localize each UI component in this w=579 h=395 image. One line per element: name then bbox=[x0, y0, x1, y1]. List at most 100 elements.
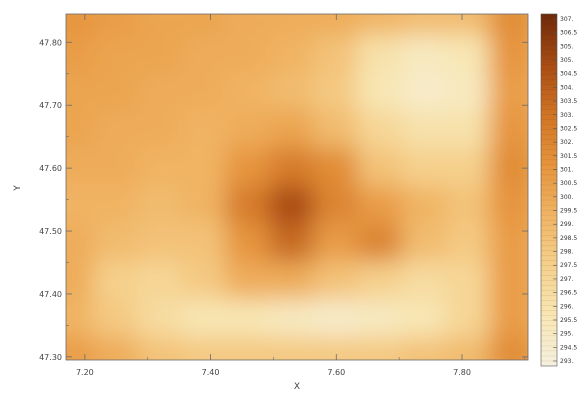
heatmap-cell bbox=[269, 14, 316, 38]
heatmap-cell bbox=[269, 337, 316, 360]
colorbar-label: 306.5 bbox=[560, 30, 577, 37]
heatmap-cell bbox=[445, 72, 492, 113]
heatmap-cell bbox=[225, 148, 272, 188]
x-axis: 7.20 7.40 7.60 7.80 bbox=[76, 14, 526, 377]
colorbar-label: 307. bbox=[560, 16, 573, 23]
colorbar-label: 296.5 bbox=[560, 290, 577, 297]
heatmap-cell bbox=[401, 35, 448, 75]
heatmap-cell bbox=[137, 35, 184, 75]
heatmap-cell bbox=[225, 14, 272, 38]
heatmap-cell bbox=[313, 337, 360, 360]
heatmap-cell bbox=[357, 110, 404, 151]
heatmap-cell bbox=[357, 223, 404, 264]
heatmap-cell bbox=[66, 223, 96, 264]
heatmap-cells bbox=[66, 14, 528, 360]
heatmap-cell bbox=[313, 110, 360, 151]
heatmap-cell bbox=[181, 110, 228, 151]
heatmap-cell bbox=[357, 14, 404, 38]
heatmap-cell bbox=[225, 223, 272, 264]
heatmap-cell bbox=[489, 299, 528, 339]
heatmap-cell bbox=[225, 72, 272, 113]
colorbar-label: 298. bbox=[560, 249, 573, 256]
x-axis-title: X bbox=[294, 382, 300, 392]
colorbar-label: 303. bbox=[560, 112, 573, 119]
x-tick-label: 7.40 bbox=[202, 368, 220, 377]
heatmap-cell bbox=[489, 35, 528, 75]
heatmap-cell bbox=[225, 35, 272, 75]
heatmap-cell bbox=[401, 261, 448, 302]
y-tick-label: 47.50 bbox=[39, 227, 62, 236]
heatmap-cell bbox=[313, 148, 360, 188]
heatmap-cell bbox=[225, 261, 272, 302]
heatmap-cell bbox=[357, 186, 404, 226]
colorbar-label: 297. bbox=[560, 276, 573, 283]
heatmap-cell bbox=[137, 186, 184, 226]
heatmap-cell bbox=[357, 72, 404, 113]
heatmap-cell bbox=[445, 186, 492, 226]
heatmap-cell bbox=[225, 186, 272, 226]
colorbar-label: 295.5 bbox=[560, 317, 577, 324]
colorbar-label: 301. bbox=[560, 166, 573, 173]
heatmap-cell bbox=[225, 299, 272, 339]
heatmap-cell bbox=[181, 186, 228, 226]
colorbar-label: 304. bbox=[560, 84, 573, 91]
x-tick-label: 7.80 bbox=[453, 368, 471, 377]
heatmap-cell bbox=[181, 14, 228, 38]
y-tick-label: 47.40 bbox=[39, 290, 62, 299]
heatmap-cell bbox=[225, 110, 272, 151]
heatmap-cell bbox=[401, 72, 448, 113]
heatmap-cell bbox=[137, 148, 184, 188]
colorbar-label: 300. bbox=[560, 194, 573, 201]
heatmap-cell bbox=[137, 261, 184, 302]
heatmap-cell bbox=[357, 148, 404, 188]
heatmap-cell bbox=[401, 337, 448, 360]
heatmap-cell bbox=[137, 337, 184, 360]
heatmap-cell bbox=[269, 261, 316, 302]
heatmap-cell bbox=[489, 72, 528, 113]
heatmap-cell bbox=[181, 72, 228, 113]
heatmap-cell bbox=[181, 223, 228, 264]
heatmap-cell bbox=[489, 186, 528, 226]
heatmap-cell bbox=[93, 299, 140, 339]
colorbar-label: 293. bbox=[560, 358, 573, 365]
heatmap-cell bbox=[401, 110, 448, 151]
heatmap-cell bbox=[137, 223, 184, 264]
heatmap-cell bbox=[137, 110, 184, 151]
heatmap-cell bbox=[66, 35, 96, 75]
heatmap-cell bbox=[225, 337, 272, 360]
colorbar-label: 305. bbox=[560, 43, 573, 50]
heatmap-cell bbox=[401, 14, 448, 38]
heatmap-cell bbox=[66, 72, 96, 113]
heatmap-cell bbox=[93, 261, 140, 302]
heatmap-cell bbox=[269, 148, 316, 188]
heatmap-cell bbox=[489, 110, 528, 151]
heatmap-cell bbox=[313, 299, 360, 339]
heatmap-cell bbox=[489, 261, 528, 302]
colorbar-label: 296. bbox=[560, 303, 573, 310]
heatmap-cell bbox=[401, 223, 448, 264]
colorbar-label: 303.5 bbox=[560, 98, 577, 105]
heatmap-cell bbox=[401, 299, 448, 339]
heatmap-cell bbox=[269, 72, 316, 113]
heatmap-cell bbox=[66, 110, 96, 151]
heatmap-cell bbox=[445, 299, 492, 339]
heatmap-cell bbox=[445, 35, 492, 75]
colorbar-label: 305. bbox=[560, 57, 573, 64]
heatmap-cell bbox=[181, 148, 228, 188]
x-tick-label: 7.20 bbox=[76, 368, 94, 377]
heatmap-cell bbox=[181, 35, 228, 75]
heatmap-cell bbox=[66, 337, 96, 360]
y-tick-label: 47.30 bbox=[39, 353, 62, 362]
heatmap-cell bbox=[357, 35, 404, 75]
heatmap-cell bbox=[313, 35, 360, 75]
heatmap-cell bbox=[357, 299, 404, 339]
heatmap-cell bbox=[181, 299, 228, 339]
heatmap-cell bbox=[181, 261, 228, 302]
heatmap-cell bbox=[93, 35, 140, 75]
heatmap-cell bbox=[489, 337, 528, 360]
heatmap-cell bbox=[313, 223, 360, 264]
heatmap-cell bbox=[357, 261, 404, 302]
heatmap-cell bbox=[181, 337, 228, 360]
y-tick-label: 47.60 bbox=[39, 164, 62, 173]
